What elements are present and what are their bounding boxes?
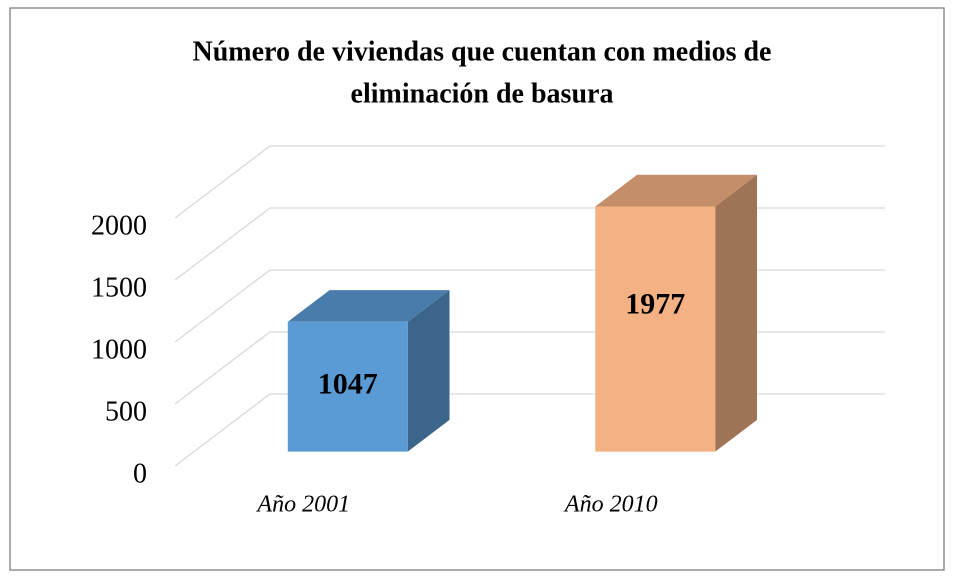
grid-line [174,145,885,219]
bar-top [287,290,450,322]
bar [287,321,408,452]
y-tick-label: 0 [133,458,147,489]
y-tick-label: 1000 [91,334,147,365]
y-tick-label: 1500 [91,272,147,303]
bar-side [407,290,450,452]
y-tick-label: 2000 [91,210,147,241]
chart-title: eliminación de basura [351,78,614,109]
x-tick-label: Año 2010 [563,492,658,518]
value-label: 1047 [318,368,378,401]
bar [595,206,716,452]
bar-top [595,174,758,207]
x-tick-label: Año 2001 [255,492,350,518]
y-tick-label: 500 [105,396,147,427]
chart-border [9,7,945,571]
value-label: 1977 [625,287,685,320]
bar-side [715,174,758,452]
chart-title: Número de viviendas que cuentan con medi… [193,36,772,67]
